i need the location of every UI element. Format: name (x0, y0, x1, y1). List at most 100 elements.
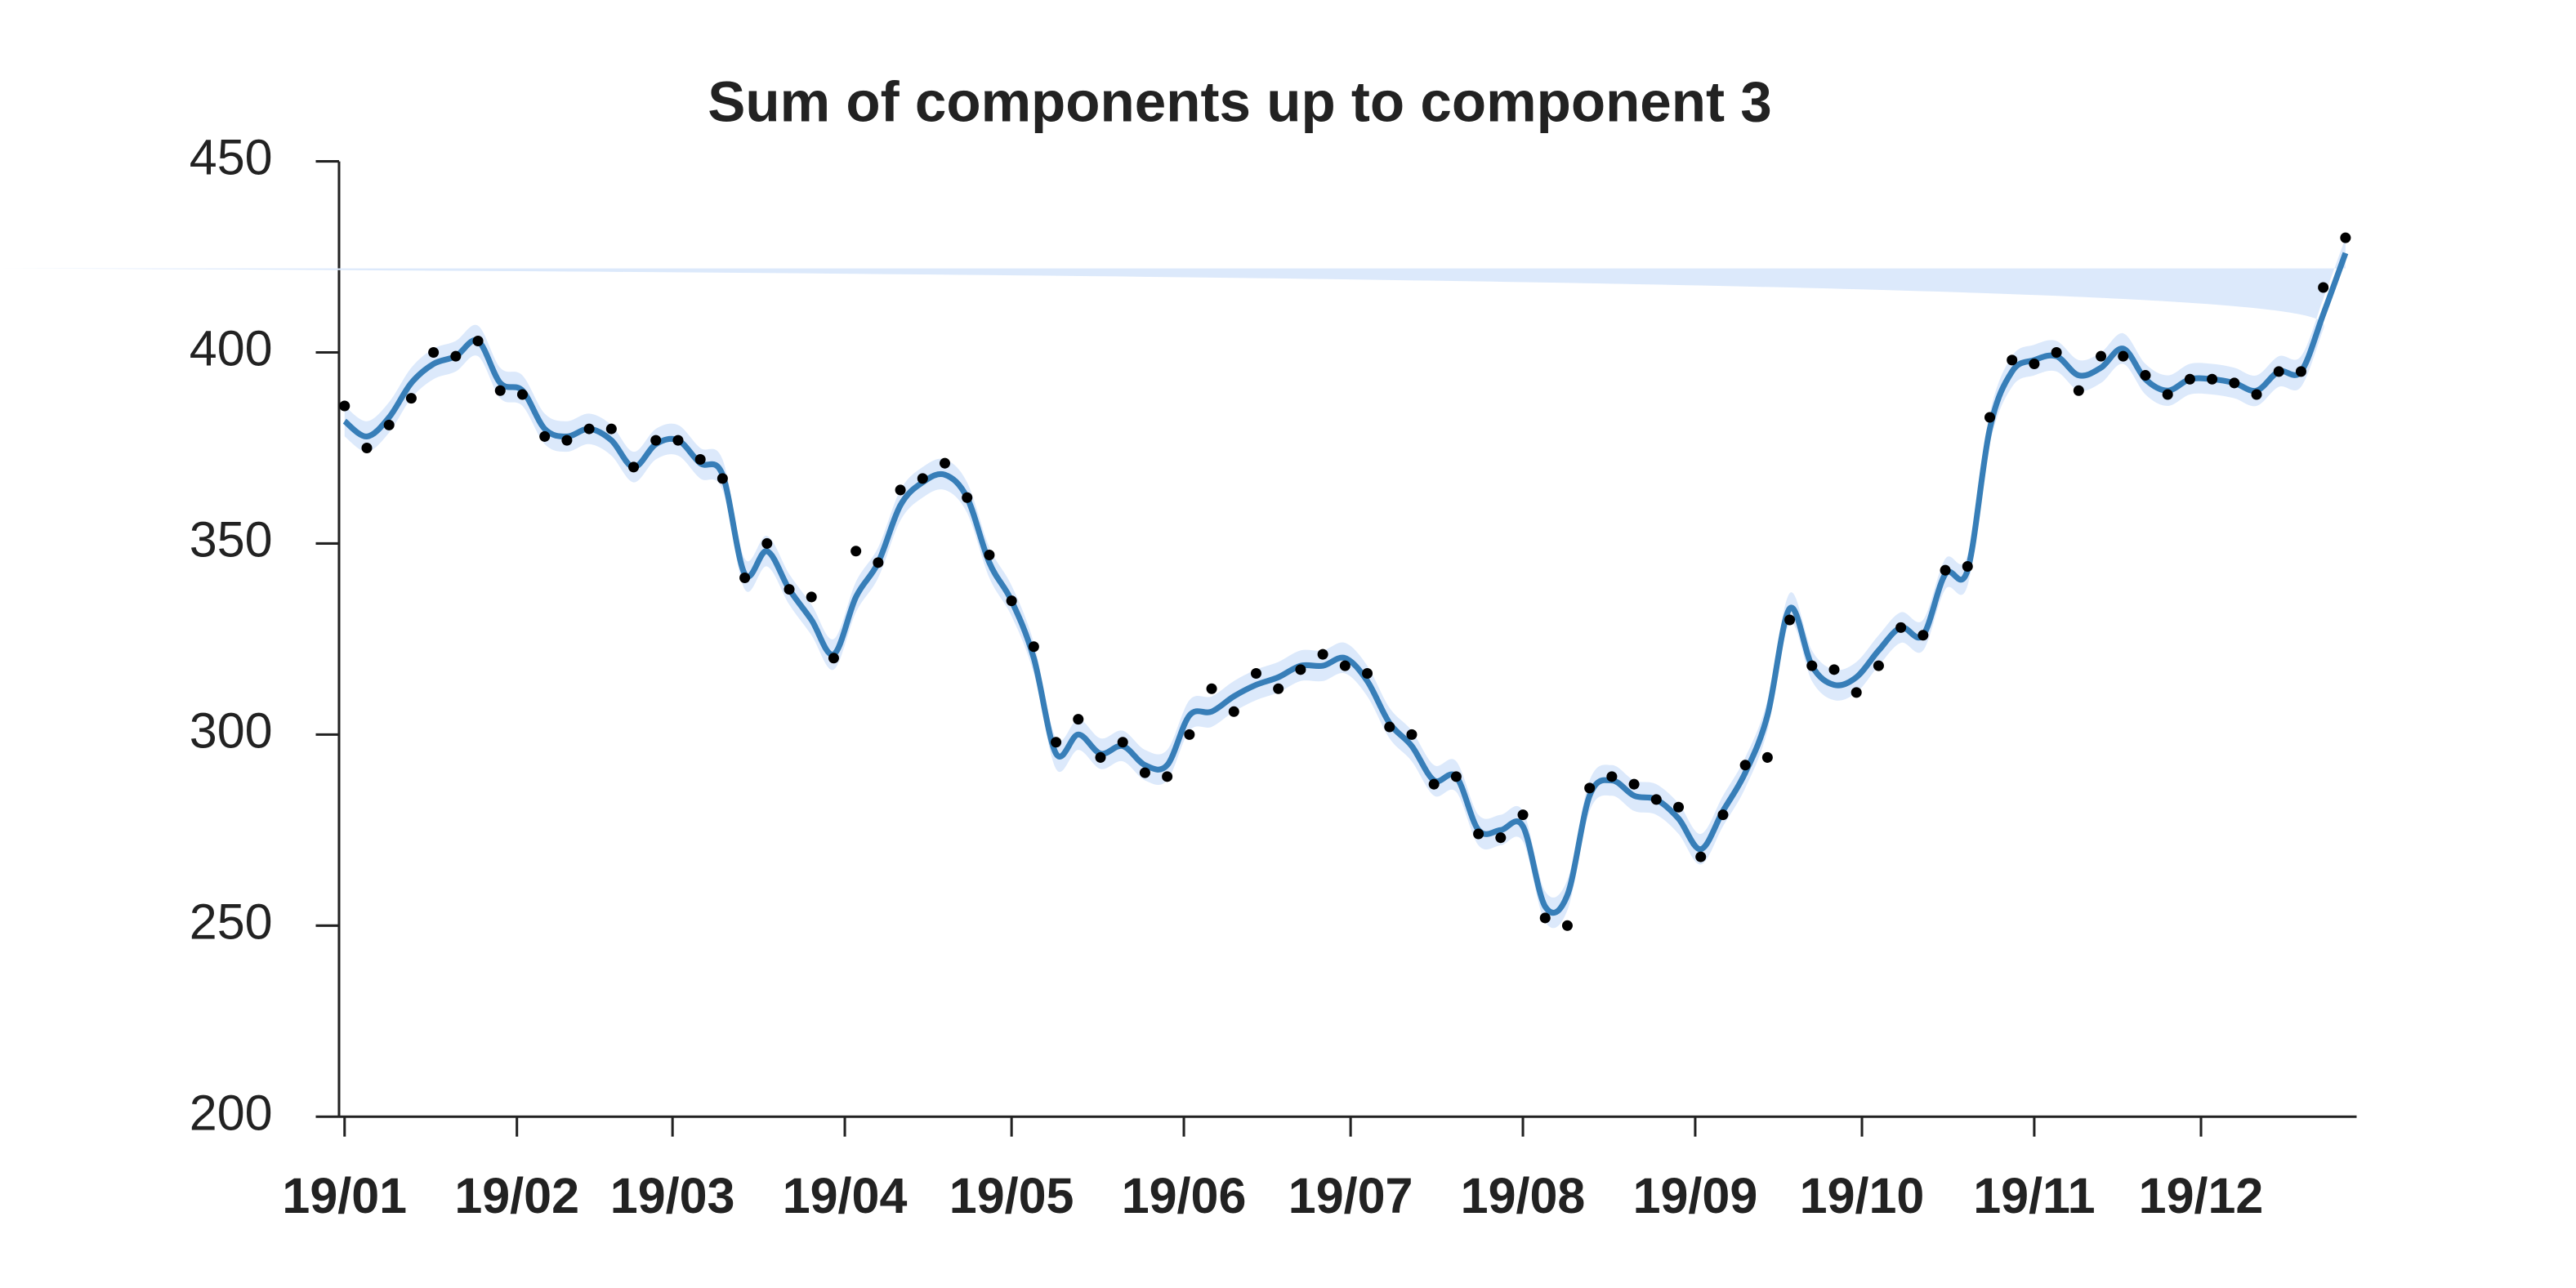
data-point (361, 442, 373, 453)
data-point (761, 537, 773, 549)
data-point (1406, 729, 1417, 740)
data-point (1495, 832, 1507, 844)
data-point (628, 461, 640, 473)
data-point (1228, 706, 1239, 717)
data-point (1339, 660, 1351, 671)
data-point (1673, 801, 1685, 813)
x-tick-label: 19/03 (610, 1168, 735, 1223)
data-point (1250, 667, 1261, 680)
x-tick-label: 19/11 (1973, 1168, 2095, 1223)
data-point (2318, 282, 2329, 293)
data-point (2229, 377, 2240, 389)
data-point (1473, 828, 1484, 840)
y-tick-label: 250 (190, 894, 273, 949)
data-point (2295, 366, 2306, 377)
data-point (1273, 683, 1284, 694)
data-point (2029, 359, 2040, 370)
data-point (1384, 721, 1395, 733)
data-point (1095, 751, 1106, 763)
data-point (1539, 912, 1551, 924)
data-point (2096, 350, 2107, 362)
data-point (1717, 809, 1729, 821)
data-point (650, 435, 662, 446)
data-point (1051, 737, 1062, 748)
data-point (1162, 771, 1173, 782)
data-point (494, 385, 506, 396)
data-point (1206, 683, 1217, 694)
confidence-band (0, 238, 2346, 929)
data-point (1006, 595, 1017, 607)
data-point (450, 350, 462, 362)
data-point (1917, 630, 1929, 641)
x-tick-label: 19/04 (783, 1168, 908, 1223)
data-point (962, 492, 973, 503)
data-point (1184, 729, 1195, 740)
data-point (895, 484, 906, 496)
data-point (561, 435, 573, 446)
data-point (1428, 778, 1440, 790)
data-point (1806, 660, 1818, 671)
data-point (1584, 782, 1596, 794)
data-point (1317, 648, 1328, 660)
data-point (2118, 350, 2129, 362)
data-point (383, 419, 395, 430)
x-tick-label: 19/12 (2139, 1168, 2264, 1223)
data-point (2140, 370, 2151, 381)
data-point (739, 573, 751, 584)
x-tick-label: 19/06 (1122, 1168, 1247, 1223)
data-point (784, 584, 795, 595)
data-point (1695, 851, 1707, 862)
data-point (717, 473, 728, 484)
data-point (1362, 667, 1373, 680)
data-point (1761, 751, 1773, 763)
data-point (1940, 564, 1951, 576)
data-point (2273, 366, 2284, 377)
data-point (2184, 373, 2195, 385)
y-tick-label: 350 (190, 512, 273, 568)
data-point (806, 591, 817, 603)
y-tick-label: 450 (190, 130, 273, 185)
data-point (984, 549, 995, 560)
x-tick-label: 19/08 (1461, 1168, 1586, 1223)
data-point (339, 400, 350, 412)
data-point (1984, 412, 1995, 423)
data-point (472, 335, 484, 346)
data-point (1962, 560, 1973, 573)
data-point (828, 653, 839, 664)
x-tick-label: 19/09 (1633, 1168, 1758, 1223)
chart-title: Sum of components up to component 3 (708, 70, 1771, 134)
data-point (605, 423, 617, 435)
data-point (672, 435, 684, 446)
data-point (1828, 664, 1840, 675)
data-point (2007, 354, 2018, 366)
data-point (583, 423, 595, 435)
data-point (1628, 778, 1640, 790)
data-point (873, 557, 884, 568)
data-point (2207, 373, 2218, 385)
data-point (2162, 389, 2173, 400)
data-point (1873, 660, 1884, 671)
data-point (405, 393, 417, 404)
data-point (939, 457, 951, 469)
data-point (1606, 771, 1618, 782)
data-point (1650, 794, 1662, 805)
data-point (1117, 737, 1128, 748)
x-tick-label: 19/05 (949, 1168, 1074, 1223)
x-tick-label: 19/02 (454, 1168, 579, 1223)
data-point (428, 346, 440, 359)
data-point (917, 473, 928, 484)
data-point (1073, 714, 1084, 725)
data-point (1139, 767, 1150, 778)
data-point (2073, 385, 2084, 396)
data-point (1851, 687, 1862, 698)
data-point (1739, 760, 1751, 771)
data-point (516, 389, 528, 400)
data-point (850, 546, 862, 557)
data-point (694, 453, 706, 466)
data-point (1450, 771, 1462, 782)
data-point (539, 430, 551, 442)
x-tick-label: 19/10 (1800, 1168, 1925, 1223)
data-point (1895, 622, 1907, 633)
data-point (1295, 664, 1306, 675)
